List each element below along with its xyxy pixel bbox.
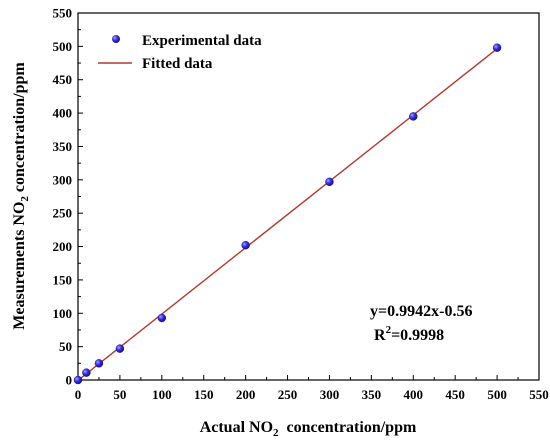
- r2-value: =0.9998: [391, 327, 444, 344]
- scatter-points: [73, 43, 502, 385]
- legend: Experimental data Fitted data: [98, 33, 262, 72]
- x-tick-label: 550: [529, 387, 549, 402]
- x-tick-label: 150: [194, 387, 214, 402]
- y-tick-label: 150: [53, 272, 73, 287]
- x-tick-label: 400: [404, 387, 424, 402]
- y-tick-label: 450: [53, 72, 73, 87]
- y-axis-ticks: 0 50 100 150 200 250 300 350 400 450 500 550: [53, 6, 83, 388]
- r2-superscript: 2: [386, 324, 392, 336]
- fit-annotation: y=0.9942x-0.56 R2=0.9998: [370, 303, 472, 344]
- y-tick-label: 50: [59, 339, 72, 354]
- fit-r-squared: R2=0.9998: [374, 324, 444, 344]
- x-axis-title-tail: concentration/ppm: [279, 419, 417, 436]
- y-axis-title-tail: concentration/ppm: [11, 62, 28, 196]
- fitted-line-group: [77, 48, 498, 381]
- x-tick-label: 50: [113, 387, 126, 402]
- data-point: [409, 112, 418, 121]
- data-point: [157, 313, 167, 323]
- y-tick-label: 550: [53, 6, 73, 21]
- x-tick-label: 250: [278, 387, 298, 402]
- x-tick-label: 500: [487, 387, 507, 402]
- x-axis-ticks: 0 50 100 150 200 250 300 350 400 450 500 550: [75, 375, 549, 402]
- x-axis-title-sub: 2: [273, 427, 279, 439]
- data-point: [73, 375, 83, 385]
- data-point: [94, 359, 104, 368]
- x-tick-label: 300: [320, 387, 340, 402]
- x-tick-label: 100: [152, 387, 172, 402]
- y-tick-label: 0: [66, 373, 73, 388]
- data-point: [115, 344, 125, 353]
- y-tick-label: 200: [53, 239, 73, 254]
- y-tick-label: 500: [53, 39, 73, 54]
- data-point: [325, 177, 334, 187]
- y-tick-label: 300: [53, 172, 73, 187]
- x-tick-label: 350: [362, 387, 382, 402]
- y-tick-label: 100: [53, 306, 73, 321]
- x-axis-title: Actual NO2 concentration/ppm: [200, 419, 417, 439]
- y-axis-title-sub: 2: [19, 196, 31, 202]
- x-tick-label: 200: [236, 387, 256, 402]
- y-tick-label: 400: [53, 106, 73, 121]
- x-tick-label: 0: [75, 387, 82, 402]
- data-point: [241, 241, 250, 250]
- legend-label-experimental: Experimental data: [142, 33, 262, 49]
- x-tick-label: 450: [445, 387, 465, 402]
- y-axis-title-main: Measurements NO: [11, 202, 28, 330]
- y-tick-label: 250: [53, 206, 73, 221]
- legend-label-fitted: Fitted data: [142, 56, 213, 72]
- fitted-line: [77, 48, 498, 381]
- legend-marker-experimental: [112, 35, 120, 43]
- x-axis-title-main: Actual NO: [200, 419, 273, 436]
- r2-prefix: R: [374, 327, 386, 344]
- y-tick-label: 350: [53, 139, 73, 154]
- y-axis-title: Measurements NO2 concentration/ppm: [11, 62, 31, 330]
- fit-equation: y=0.9942x-0.56: [370, 303, 472, 320]
- data-point: [82, 368, 91, 377]
- data-point: [492, 43, 502, 52]
